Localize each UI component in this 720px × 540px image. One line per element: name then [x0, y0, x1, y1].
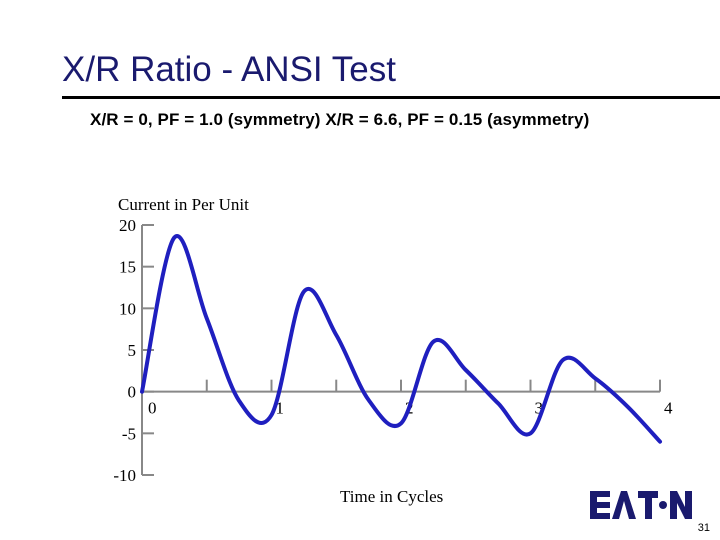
- y-tick-label: 5: [128, 341, 137, 360]
- page-number: 31: [697, 522, 710, 534]
- slide-title: X/R Ratio - ANSI Test: [62, 50, 396, 89]
- slide-subtitle: X/R = 0, PF = 1.0 (symmetry) X/R = 6.6, …: [90, 110, 590, 129]
- x-tick-label: 3: [535, 399, 544, 418]
- y-tick-label: -10: [113, 466, 136, 485]
- y-tick-label: 0: [128, 383, 137, 402]
- x-tick-label: 1: [276, 399, 285, 418]
- y-tick-label: 10: [119, 299, 136, 318]
- y-axis: 20 15 10 5 0 -5 -10: [113, 216, 154, 485]
- y-tick-label: 15: [119, 258, 136, 277]
- x-axis-label: Time in Cycles: [340, 487, 443, 506]
- y-tick-label: -5: [122, 424, 136, 443]
- current-curve: [140, 234, 662, 444]
- eaton-logo: [588, 487, 694, 523]
- y-axis-label: Current in Per Unit: [118, 195, 249, 214]
- x-tick-label: 0: [148, 399, 157, 418]
- y-tick-label: 20: [119, 216, 136, 235]
- title-rule: [62, 96, 720, 99]
- x-tick-label: 4: [664, 399, 673, 418]
